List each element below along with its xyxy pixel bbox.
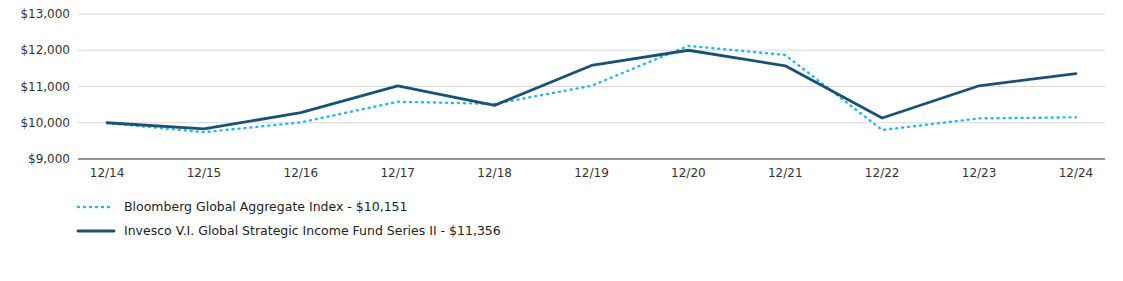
grid-line	[78, 14, 1105, 15]
series-line	[107, 46, 1076, 132]
grid-line	[78, 50, 1105, 51]
x-tick-label: 12/21	[768, 166, 803, 180]
y-tick-label: $9,000	[28, 152, 70, 166]
x-tick-label: 12/15	[187, 166, 222, 180]
y-tick-label: $11,000	[20, 80, 70, 94]
legend-swatch	[78, 206, 114, 208]
series-line	[107, 50, 1076, 129]
chart: $9,000$10,000$11,000$12,000$13,00012/141…	[0, 0, 1123, 281]
legend-label: Bloomberg Global Aggregate Index - $10,1…	[124, 199, 408, 214]
y-tick-label: $13,000	[20, 7, 70, 21]
x-tick-label: 12/14	[90, 166, 125, 180]
grid-line	[78, 86, 1105, 87]
x-axis: 12/14 12/15 12/16 12/17 12/18 12/19 12/20 12/21…	[90, 166, 1093, 180]
x-tick-label: 12/24	[1059, 166, 1094, 180]
legend: Bloomberg Global Aggregate Index - $10,1…	[78, 199, 501, 238]
x-tick-label: 12/22	[865, 166, 900, 180]
x-axis-line	[78, 159, 1105, 160]
chart-container: $9,000$10,000$11,000$12,000$13,00012/141…	[0, 0, 1123, 281]
x-tick-label: 12/20	[671, 166, 706, 180]
x-tick-label: 12/18	[477, 166, 512, 180]
y-axis: $9,000 $10,000 $11,000 $12,000 $13,000	[20, 7, 1105, 166]
x-tick-label: 12/23	[962, 166, 997, 180]
y-tick-label: $12,000	[20, 43, 70, 57]
legend-swatch	[78, 230, 114, 233]
grid-line	[78, 159, 1105, 160]
x-tick-label: 12/19	[574, 166, 609, 180]
legend-label: Invesco V.I. Global Strategic Income Fun…	[124, 223, 501, 238]
y-tick-label: $10,000	[20, 116, 70, 130]
x-tick-label: 12/16	[284, 166, 319, 180]
plot-area	[107, 46, 1076, 132]
x-tick-label: 12/17	[380, 166, 415, 180]
